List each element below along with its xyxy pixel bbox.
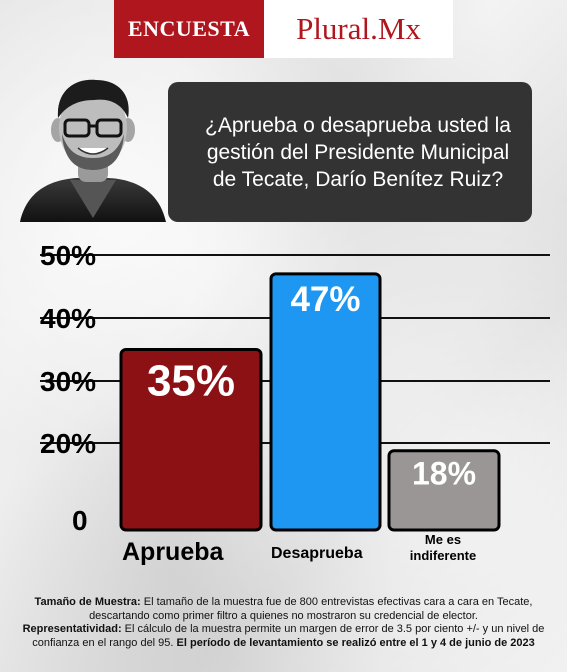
representativeness-text: El cálculo de la muestra permite un marg… bbox=[32, 623, 545, 649]
category-label-desaprueba: Desaprueba bbox=[271, 545, 363, 562]
sample-size-text: El tamaño de la muestra fue de 800 entre… bbox=[89, 596, 533, 622]
brand-logo-text: Plural.Mx bbox=[264, 0, 453, 58]
fieldwork-period-text: El período de levantamiento se realizó e… bbox=[176, 636, 535, 649]
brand-survey-label: ENCUESTA bbox=[114, 0, 264, 58]
bar-value-label-0: 35% bbox=[147, 357, 235, 406]
category-label-indiferente: Me es indiferente bbox=[409, 532, 477, 563]
representativeness-label: Representatividad: bbox=[22, 623, 122, 635]
brand-header: ENCUESTA Plural.Mx bbox=[114, 0, 453, 58]
bar-2 bbox=[387, 449, 501, 532]
bar-1 bbox=[269, 272, 382, 532]
y-tick-label-20: 20% bbox=[40, 428, 96, 459]
y-tick-label-30: 30% bbox=[40, 366, 96, 397]
question-text: ¿Aprueba o desaprueba usted la gestión d… bbox=[205, 113, 511, 191]
y-tick-label-0: 0 bbox=[72, 505, 88, 536]
y-tick-label-50: 50% bbox=[40, 240, 96, 271]
bar-chart: 0 20% 30% 40% 50% 35% 47% 18% bbox=[40, 240, 550, 536]
bar-0 bbox=[119, 348, 263, 532]
y-tick-label-40: 40% bbox=[40, 303, 96, 334]
bar-value-label-1: 47% bbox=[290, 280, 360, 319]
category-label-aprueba: Aprueba bbox=[122, 538, 224, 566]
sample-size-label: Tamaño de Muestra: bbox=[34, 596, 141, 608]
question-box: ¿Aprueba o desaprueba usted la gestión d… bbox=[168, 82, 532, 222]
person-photo-icon bbox=[20, 79, 166, 222]
methodology-notes: Tamaño de Muestra: El tamaño de la muest… bbox=[8, 596, 559, 650]
bar-value-label-2: 18% bbox=[412, 456, 476, 492]
